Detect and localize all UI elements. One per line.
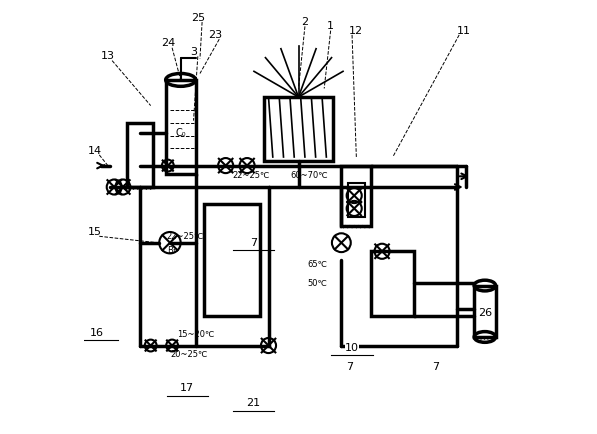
Text: 14: 14 (88, 145, 102, 156)
Text: 22~25℃: 22~25℃ (167, 232, 204, 241)
Bar (204, 204, 260, 316)
Text: 7: 7 (432, 362, 439, 372)
Text: T₁: T₁ (123, 184, 131, 193)
Text: 23: 23 (208, 30, 222, 40)
Bar (348, 183, 365, 217)
Text: 10: 10 (345, 343, 359, 353)
Text: 16: 16 (90, 328, 104, 338)
Text: 13: 13 (101, 51, 115, 61)
Bar (371, 251, 414, 316)
Bar (264, 97, 333, 161)
Text: 21: 21 (247, 398, 260, 408)
Bar (474, 286, 496, 337)
Text: 2: 2 (301, 17, 309, 27)
Bar (127, 123, 153, 187)
Text: 7: 7 (346, 362, 353, 372)
Text: B₁: B₁ (168, 247, 177, 256)
Text: 17: 17 (180, 383, 194, 393)
Text: 15~20℃: 15~20℃ (177, 330, 214, 339)
Text: 50℃: 50℃ (308, 279, 328, 288)
Text: 22~25℃: 22~25℃ (233, 171, 270, 180)
Text: 1: 1 (327, 21, 334, 31)
Text: 26: 26 (478, 309, 492, 319)
Text: 25: 25 (191, 13, 205, 23)
Text: 65℃: 65℃ (308, 260, 328, 269)
Text: 12: 12 (349, 26, 364, 36)
Bar (341, 166, 371, 226)
Text: 24: 24 (161, 39, 175, 49)
Text: 7: 7 (250, 238, 257, 248)
Text: 11: 11 (457, 26, 470, 36)
Text: 15: 15 (88, 227, 102, 237)
Text: C₀: C₀ (176, 128, 186, 138)
Text: 60~70℃: 60~70℃ (290, 171, 328, 180)
Bar (166, 80, 196, 174)
Text: 3: 3 (190, 47, 197, 57)
Text: 20~25℃: 20~25℃ (171, 350, 208, 358)
